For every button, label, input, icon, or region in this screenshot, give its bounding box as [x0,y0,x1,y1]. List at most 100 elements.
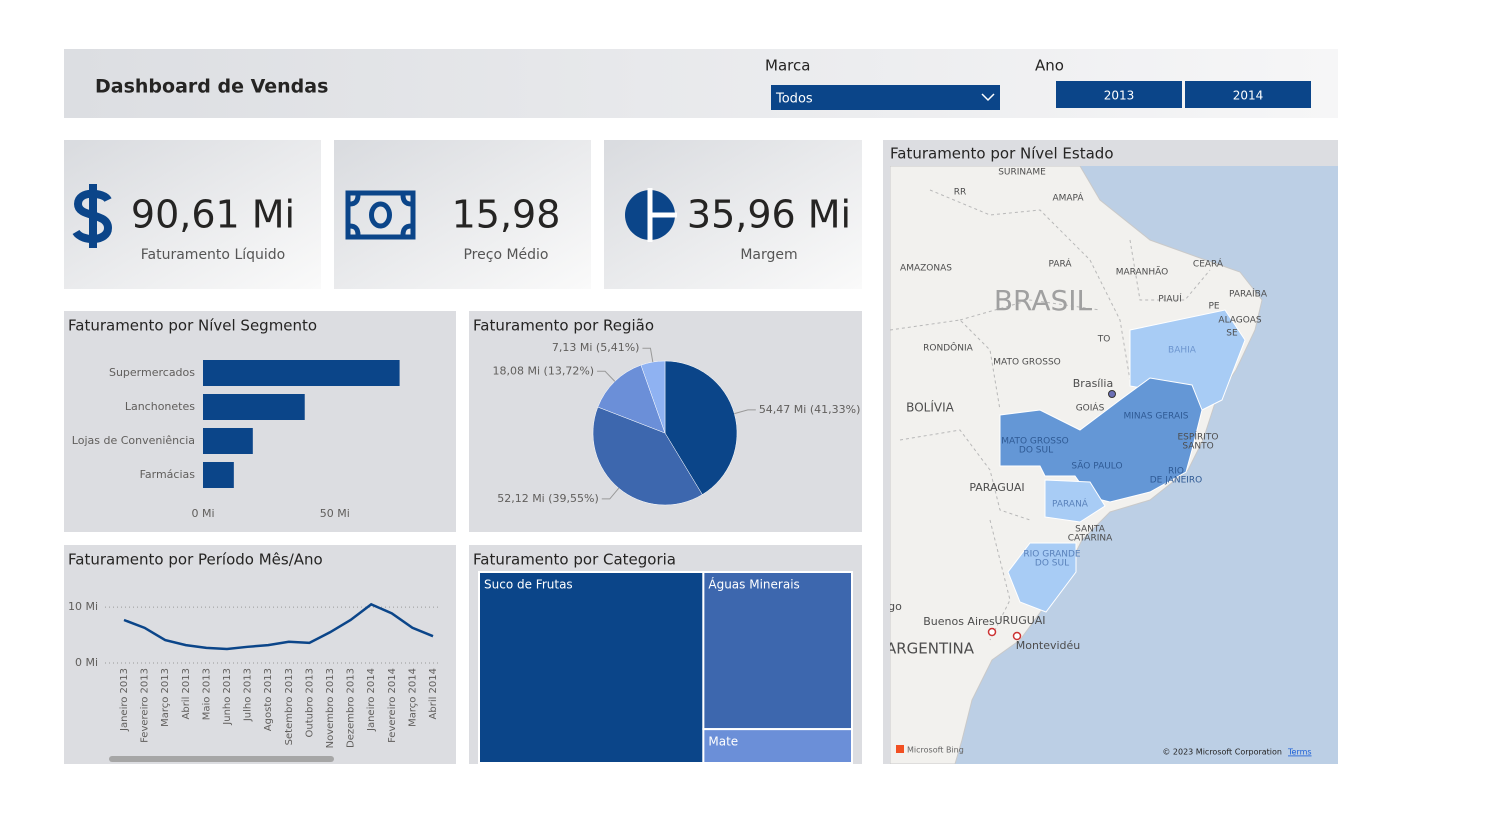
brand-dropdown[interactable] [771,85,1000,110]
data-label: 18,08 Mi (13,72%) [493,364,595,377]
map-label: PARANÁ [1052,498,1089,510]
map-label: BAHIA [1168,346,1197,356]
x-tick-label: Fevereiro 2013 [140,668,151,743]
kpi-card [334,140,591,289]
panel-title: Faturamento por Período Mês/Ano [68,551,323,569]
map-label: DE JANEIRO [1150,476,1203,486]
year-button-label[interactable]: 2014 [1233,89,1264,103]
panel-title: Faturamento por Categoria [473,551,676,569]
map-label: RONDÔNIA [923,342,973,354]
kpi-value: 35,96 Mi [687,193,851,237]
year-button-label[interactable]: 2013 [1104,89,1135,103]
state-region[interactable] [1044,479,1106,523]
pie-slice [597,364,666,434]
map-label: TO [1097,335,1111,345]
pie-icon [625,188,677,242]
map-label: AMAPÁ [1052,192,1084,204]
tile-label: Mate [708,735,738,749]
state-region[interactable] [999,377,1203,503]
map-label: BOLÍVIA [906,400,954,415]
tile-label: Suco de Frutas [484,578,573,592]
map-label: PE [1208,302,1219,312]
panel-title: Faturamento por Nível Estado [890,145,1114,163]
x-tick-label: Julho 2013 [243,668,254,722]
money-icon [345,190,416,240]
page-title: Dashboard de Vendas [95,76,328,98]
map-label: ALAGOAS [1218,316,1261,326]
x-tick-label: Novembro 2013 [325,668,336,748]
x-tick-label: Agosto 2013 [263,668,274,731]
map-label: PARAGUAI [969,481,1024,494]
kpi-label: Margem [740,247,797,263]
filter-label: Ano [1035,57,1064,75]
map[interactable]: SURINAME RR AMAPÁ AMAZONAS PARÁ MARANHÃO CEARÁ… [886,166,1338,764]
map-label: CATARINA [1068,534,1113,544]
borders [890,189,1211,641]
data-label: 52,12 Mi (39,55%) [497,492,599,505]
state-region[interactable] [1007,542,1077,613]
y-tick-label: Lanchonetes [125,400,195,413]
map-label: MINAS GERAIS [1124,412,1189,422]
map-label: DO SUL [1019,446,1053,456]
panel-title: Faturamento por Região [473,317,654,335]
city-marker [1108,390,1116,398]
map-label: URUGUAI [994,614,1045,627]
map-label: SANTO [1182,442,1213,452]
dollar-icon [72,184,113,248]
y-tick-label: 10 Mi [68,600,98,613]
x-tick-label: Março 2013 [160,668,171,727]
map-terms[interactable]: Terms [1287,748,1312,757]
kpi-label: Preço Médio [463,247,548,263]
map-label: ARGENTINA [886,640,975,658]
map-provider: Microsoft Bing [907,746,964,755]
scrollbar [109,756,334,762]
map-label: PARAÍBA [1229,288,1268,300]
city-marker [1012,631,1022,641]
y-tick-label: 0 Mi [75,656,98,669]
map-label: PARÁ [1048,258,1072,270]
y-tick-label: Farmácias [140,468,196,481]
map-label: MARANHÃO [1116,267,1169,278]
kpi-card [64,140,321,289]
map-copyright: © 2023 Microsoft Corporation [1162,748,1282,757]
tile-label: Águas Minerais [708,577,799,592]
map-label: Montevidéu [1016,639,1081,652]
data-label: 7,13 Mi (5,41%) [552,341,640,354]
map-label: go [888,600,902,613]
leader-line [601,487,620,500]
kpi-value: 15,98 [452,193,561,237]
map-label: RR [954,188,967,198]
y-tick-label: Supermercados [109,366,195,379]
filter-label: Marca [765,57,810,75]
treemap-tile [702,728,854,764]
year-button[interactable] [1185,81,1311,108]
leader-line [734,409,756,415]
map-label: DO SUL [1035,559,1069,569]
city-marker [987,627,997,637]
map-label: AMAZONAS [900,264,952,274]
data-label: 54,47 Mi (41,33%) [759,403,861,416]
map-label: RIO [1168,467,1184,477]
map-label: BRASIL [994,284,1093,317]
bar [203,360,400,386]
map-label: MATO GROSSO [993,358,1061,368]
x-tick-label: Abril 2013 [181,668,192,719]
leader-line [597,370,616,382]
bar [203,394,305,420]
y-tick-label: Lojas de Conveniência [72,434,195,447]
kpi-label: Faturamento Líquido [141,247,285,263]
dropdown-value[interactable]: Todos [775,92,813,107]
map-label: RIO GRANDE [1023,550,1081,560]
panel-title: Faturamento por Nível Segmento [68,317,317,335]
chart-panel [64,311,456,532]
chevron-icon[interactable] [981,93,995,102]
x-tick-label: 50 Mi [320,507,350,520]
year-button[interactable] [1056,81,1182,108]
x-tick-label: Outubro 2013 [304,668,315,737]
bar [203,428,253,454]
map-label: CEARÁ [1193,258,1224,270]
map-label: ESPÍRITO [1178,431,1219,443]
x-tick-label: Maio 2013 [201,668,212,720]
